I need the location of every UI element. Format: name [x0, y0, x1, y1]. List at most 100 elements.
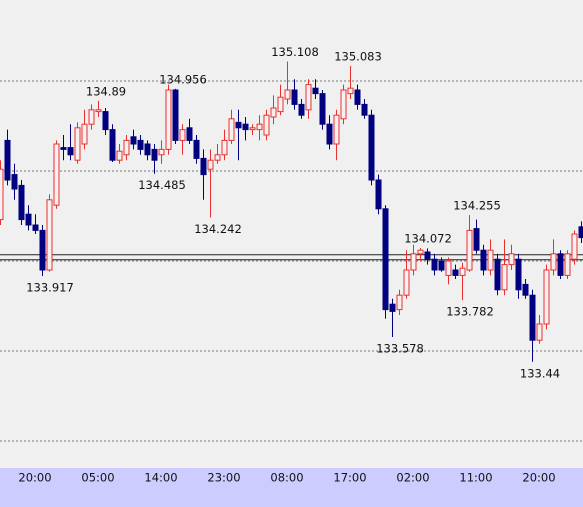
candle-body	[578, 226, 583, 239]
x-tick-label: 02:00	[396, 471, 429, 485]
extreme-label: 134.485	[138, 178, 186, 192]
candle-body	[200, 157, 207, 176]
candle-body	[571, 233, 578, 260]
extreme-label: 134.242	[194, 222, 242, 236]
extreme-label: 133.917	[26, 280, 74, 294]
candle-body	[235, 121, 242, 129]
candle-body	[256, 123, 263, 131]
candle-body	[249, 127, 256, 131]
candle-body	[445, 260, 452, 276]
plot-area	[0, 0, 583, 468]
candle-body	[438, 260, 445, 271]
candle-body	[186, 127, 193, 141]
candle-body	[522, 283, 529, 296]
candle-body	[284, 89, 291, 100]
candle-body	[32, 224, 39, 231]
candle-body	[88, 109, 95, 125]
candle-body	[291, 89, 298, 105]
candle-body	[361, 103, 368, 116]
candle-body	[46, 199, 53, 271]
candle-body	[389, 303, 396, 312]
candle-body	[151, 148, 158, 161]
candle-body	[137, 139, 144, 150]
x-tick-label: 08:00	[270, 471, 303, 485]
candle-body	[158, 148, 165, 156]
candle-body	[326, 123, 333, 145]
candle-body	[298, 103, 305, 116]
candle-body	[179, 129, 186, 141]
extreme-label: 134.956	[159, 72, 207, 86]
candle-body	[515, 258, 522, 291]
candle-body	[95, 109, 102, 113]
candle-body	[214, 154, 221, 161]
candle-body	[130, 136, 137, 145]
candle-body	[480, 249, 487, 271]
x-tick-label: 23:00	[207, 471, 240, 485]
x-tick-label: 14:00	[144, 471, 177, 485]
extreme-label: 134.255	[453, 199, 501, 213]
candle-body	[375, 179, 382, 210]
extreme-label: 133.578	[376, 341, 424, 355]
candle-body	[60, 147, 67, 150]
x-tick-label: 20:00	[522, 471, 555, 485]
candle-body	[536, 323, 543, 341]
candle-body	[0, 168, 4, 221]
candle-body	[53, 143, 60, 206]
candle-body	[270, 107, 277, 118]
candle-body	[564, 253, 571, 276]
candle-body	[165, 89, 172, 150]
candle-body	[529, 294, 536, 341]
candle-body	[466, 229, 473, 271]
candle-body	[144, 143, 151, 156]
extreme-label: 135.083	[334, 50, 382, 64]
candle-body	[25, 213, 32, 226]
candle-body	[410, 253, 417, 271]
candle-body	[347, 87, 354, 95]
candle-body	[354, 89, 361, 105]
candle-body	[557, 253, 564, 276]
candle-body	[319, 93, 326, 125]
candle-body	[207, 159, 214, 170]
x-tick-label: 05:00	[81, 471, 114, 485]
candle-body	[263, 114, 270, 136]
candle-body	[417, 249, 424, 255]
x-tick-label: 20:00	[18, 471, 51, 485]
candle-body	[109, 129, 116, 161]
candle-body	[459, 267, 466, 276]
candle-body	[340, 89, 347, 120]
candle-body	[473, 228, 480, 251]
candle-body	[333, 114, 340, 145]
candle-body	[312, 87, 319, 95]
candle-body	[18, 184, 25, 221]
candle-body	[501, 264, 508, 291]
candle-body	[403, 269, 410, 296]
candle-body	[508, 253, 515, 266]
extreme-label: 134.89	[86, 84, 126, 98]
candle-body	[4, 139, 11, 181]
candle-body	[172, 89, 179, 141]
candle-body	[193, 139, 200, 159]
candle-body	[228, 118, 235, 141]
extreme-label: 134.072	[404, 232, 452, 246]
candle-body	[74, 127, 81, 161]
candle-body	[396, 294, 403, 311]
candle-body	[242, 123, 249, 131]
candle-body	[494, 258, 501, 291]
candle-body	[11, 174, 18, 190]
candle-body	[39, 229, 46, 271]
candle-body	[487, 249, 494, 271]
extreme-label: 133.44	[520, 366, 560, 380]
candle-body	[221, 139, 228, 156]
candle-body	[81, 123, 88, 145]
extreme-label: 135.108	[271, 45, 319, 59]
candle-body	[452, 269, 459, 276]
candle-body	[424, 251, 431, 260]
candle-body	[368, 114, 375, 181]
x-tick-label: 17:00	[333, 471, 366, 485]
x-tick-label: 11:00	[459, 471, 492, 485]
extreme-label: 133.782	[446, 305, 494, 319]
candle-body	[543, 269, 550, 325]
candle-body	[382, 208, 389, 311]
candle-body	[67, 147, 74, 156]
